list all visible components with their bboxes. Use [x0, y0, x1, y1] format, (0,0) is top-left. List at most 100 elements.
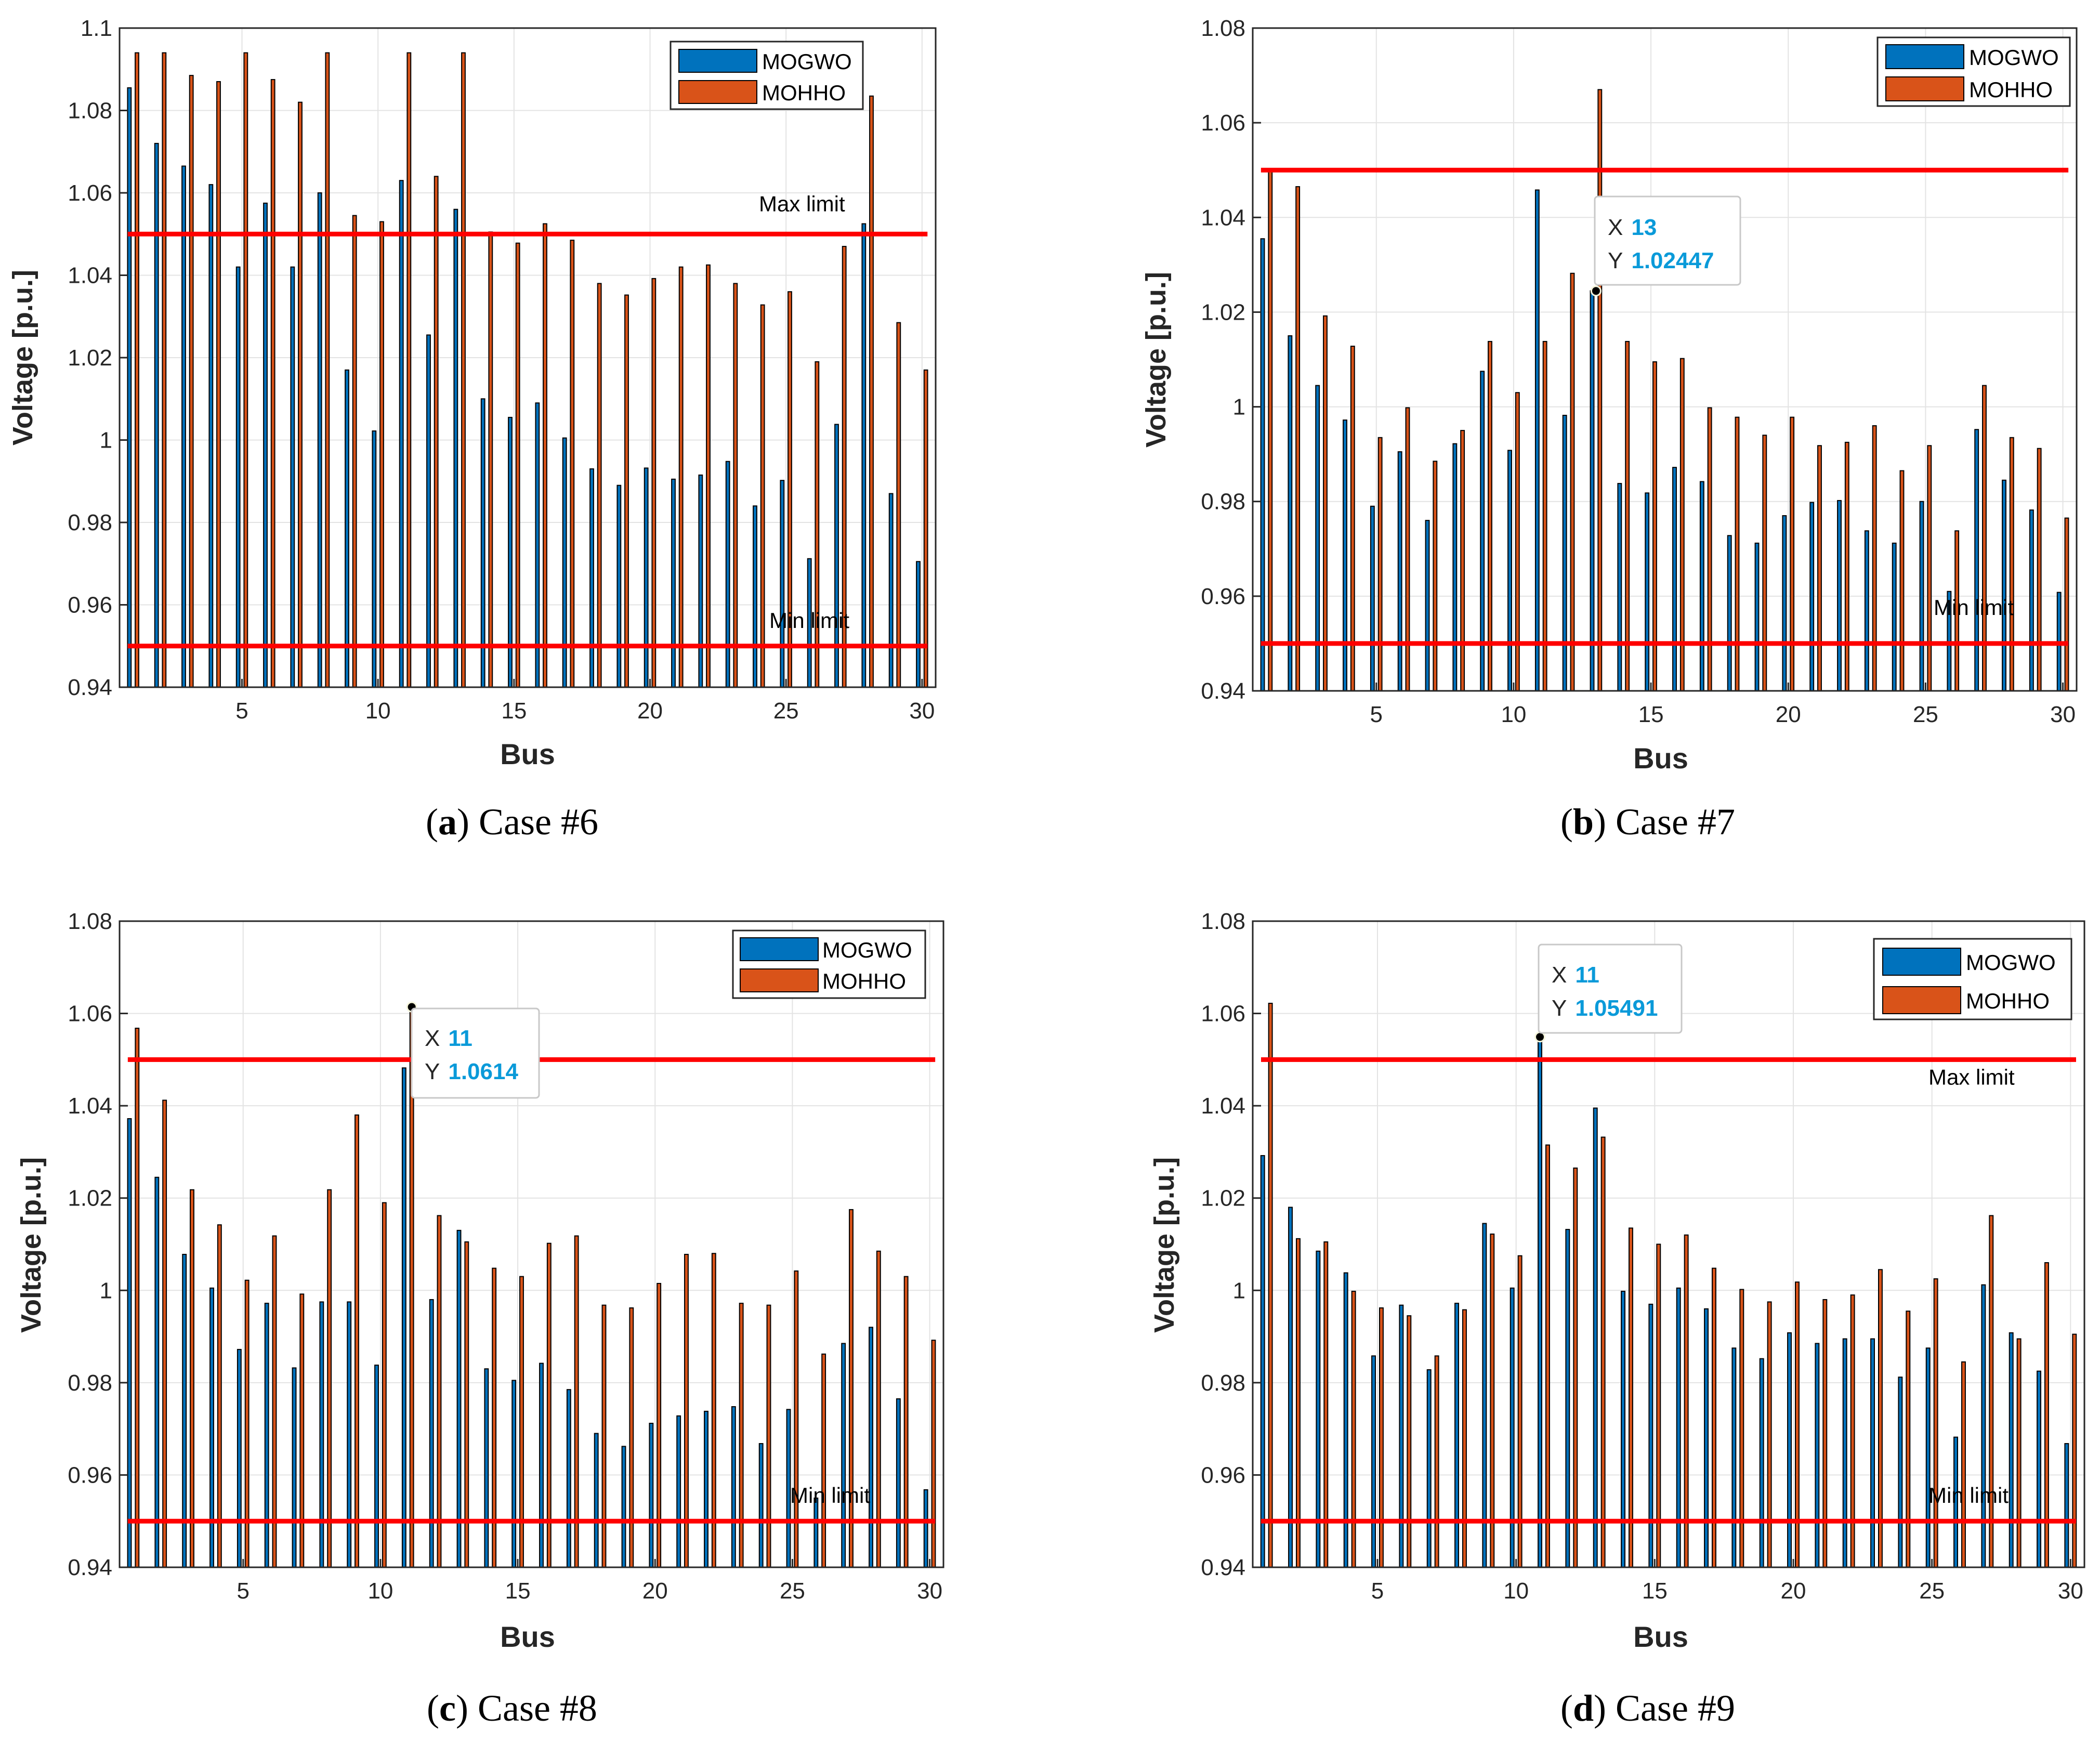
bar-mohho-bus-9	[1490, 1233, 1495, 1568]
bar-mohho-bus-18	[597, 283, 602, 688]
bar-mogwo-bus-10	[1507, 450, 1512, 691]
y-tick-label: 1.04	[68, 1093, 112, 1119]
y-tick-label: 0.94	[1201, 678, 1245, 704]
x-tick-label: 10	[1503, 1578, 1529, 1604]
y-tick-label: 0.98	[68, 1370, 112, 1396]
datatip: X 13 Y 1.02447	[1590, 195, 1741, 297]
bar-mohho-bus-1	[135, 52, 139, 688]
bar-mohho-bus-9	[355, 1114, 359, 1568]
bar-mogwo-bus-11	[1538, 1036, 1542, 1568]
legend-label-mogwo: MOGWO	[822, 938, 912, 962]
datatip-y-label: Y	[1608, 248, 1623, 273]
datatip-x-row: X 11	[1552, 962, 1599, 988]
bar-mogwo-bus-26	[813, 1497, 819, 1568]
bar-mogwo-bus-17	[1704, 1308, 1709, 1568]
bar-mohho-bus-5	[1377, 437, 1383, 692]
bar-mogwo-bus-20	[644, 467, 649, 688]
y-tick-label: 0.94	[1201, 1555, 1245, 1580]
bar-mohho-bus-16	[1684, 1234, 1689, 1568]
legend-label-mogwo: MOGWO	[762, 49, 852, 74]
min-limit-label: Min limit	[1934, 595, 2014, 620]
bar-mogwo-bus-23	[725, 461, 730, 688]
bar-mogwo-bus-18	[1727, 535, 1732, 692]
bar-mohho-bus-19	[624, 294, 629, 688]
bar-mogwo-bus-4	[1343, 420, 1347, 691]
bar-mogwo-bus-20	[1782, 515, 1787, 691]
bar-mogwo-bus-27	[841, 1343, 846, 1568]
bar-mogwo-bus-2	[1288, 335, 1293, 691]
bar-mogwo-bus-16	[1672, 467, 1677, 692]
y-tick-label: 0.96	[68, 1462, 112, 1488]
y-tick-label: 0.96	[1201, 1462, 1245, 1488]
bar-mogwo-bus-8	[317, 192, 322, 688]
bar-mohho-bus-16	[1679, 358, 1685, 691]
bar-mohho-bus-8	[325, 52, 330, 688]
y-tick-label: 1.04	[1201, 1093, 1245, 1119]
x-tick-label: 15	[1642, 1578, 1668, 1604]
x-tick-labels: 5 10 15 20 25 30	[235, 679, 935, 724]
y-tick-label: 1.06	[1201, 110, 1245, 136]
bar-mohho-bus-4	[217, 1224, 222, 1568]
bar-mogwo-bus-22	[1842, 1338, 1847, 1568]
bar-mohho-bus-2	[162, 52, 167, 688]
y-tick-labels: 0.94 0.96 0.98 1 1.02 1.04 1.06 1.08	[1201, 909, 1261, 1580]
y-tick-label: 1	[100, 428, 112, 453]
bar-mohho-bus-23	[739, 1303, 744, 1568]
legend-label-mohho: MOHHO	[1969, 77, 2053, 102]
legend: MOGWO MOHHO	[732, 929, 926, 999]
legend-swatch-mogwo	[678, 49, 757, 73]
bar-mohho-bus-3	[190, 1189, 194, 1568]
y-tick-label: 0.96	[68, 593, 112, 618]
bar-mogwo-bus-30	[2064, 1443, 2069, 1568]
bar-mogwo-bus-19	[616, 484, 622, 688]
grid-lines	[120, 921, 943, 1568]
bar-mogwo-bus-4	[208, 184, 214, 688]
min-limit-label: Min limit	[769, 608, 849, 633]
bar-mogwo-bus-27	[1974, 429, 1979, 691]
bar-mohho-bus-23	[733, 283, 738, 688]
bar-mohho-bus-12	[437, 1215, 442, 1568]
bar-mogwo-bus-12	[426, 334, 431, 688]
bar-mogwo-bus-20	[1787, 1332, 1792, 1568]
bar-mohho-bus-13	[1600, 1136, 1606, 1568]
bar-mogwo-bus-29	[888, 493, 894, 688]
bar-mohho-bus-3	[1323, 1241, 1329, 1568]
bar-mohho-bus-1	[1268, 1003, 1273, 1568]
bar-mohho-bus-30	[2064, 517, 2069, 691]
limit-lines	[1261, 167, 2069, 646]
legend-swatch-mohho	[1882, 986, 1961, 1014]
bar-mogwo-bus-16	[539, 1362, 544, 1568]
bar-mogwo-bus-24	[1892, 542, 1897, 692]
bar-mohho-bus-17	[1707, 407, 1712, 691]
datatip-x-value: 11	[1575, 962, 1599, 988]
y-tick-label: 1.02	[1201, 299, 1245, 325]
bar-mogwo-bus-8	[319, 1301, 324, 1568]
bar-mogwo-bus-6	[264, 1303, 269, 1568]
y-axis-label: Voltage [p.u.]	[7, 270, 38, 445]
bar-mogwo-bus-24	[758, 1443, 764, 1568]
bar-mogwo-bus-5	[1371, 1355, 1376, 1568]
bar-mogwo-bus-19	[1759, 1358, 1764, 1568]
bar-mohho-bus-4	[1350, 346, 1355, 691]
x-tick-label: 15	[505, 1578, 531, 1604]
bar-mohho-bus-13	[1597, 89, 1603, 692]
datatip-y-value: 1.05491	[1575, 995, 1658, 1021]
bar-mohho-bus-22	[706, 264, 711, 688]
bar-mohho-bus-24	[1906, 1310, 1911, 1568]
y-tick-label: 0.98	[1201, 489, 1245, 515]
bar-mohho-bus-20	[651, 278, 657, 688]
bar-mohho-bus-14	[1625, 340, 1630, 691]
bar-mohho-bus-7	[299, 1293, 305, 1568]
bar-mohho-bus-20	[1795, 1281, 1800, 1568]
bar-mohho-bus-7	[1434, 1355, 1439, 1568]
bar-series	[1260, 1003, 2077, 1568]
bar-mohho-bus-16	[543, 223, 547, 688]
legend-swatch-mohho	[1885, 76, 1964, 101]
axes-box	[1252, 27, 2078, 692]
bar-mogwo-bus-30	[916, 561, 921, 688]
bar-mohho-bus-13	[464, 1241, 469, 1568]
legend-swatch-mogwo	[740, 937, 819, 961]
bar-mogwo-bus-28	[861, 223, 867, 688]
bar-mohho-bus-23	[1872, 425, 1877, 691]
datatip-x-row: X 13	[1608, 215, 1657, 240]
